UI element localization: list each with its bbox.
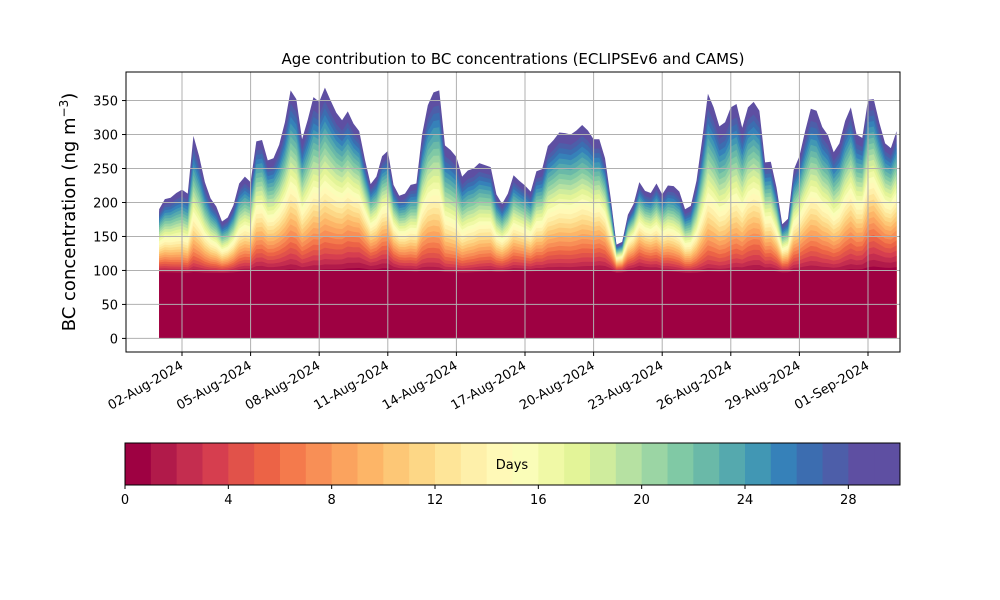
colorbar-bin	[822, 443, 849, 485]
y-tick-label: 250	[93, 163, 118, 178]
y-tick-label: 150	[93, 230, 118, 245]
colorbar-label: Days	[496, 458, 529, 473]
colorbar-bin	[125, 443, 152, 485]
colorbar-bin	[615, 443, 643, 485]
colorbar-bin	[641, 443, 668, 485]
colorbar-bin	[693, 443, 720, 485]
colorbar-bin	[305, 443, 333, 485]
colorbar-tick-label: 24	[737, 493, 754, 508]
y-tick-label: 300	[93, 129, 118, 144]
y-tick-label: 50	[101, 298, 118, 313]
colorbar-bin	[719, 443, 746, 485]
y-tick-label: 200	[93, 196, 118, 211]
colorbar-bin	[202, 443, 229, 485]
colorbar-tick-label: 28	[840, 493, 857, 508]
colorbar-tick-label: 16	[530, 493, 547, 508]
colorbar-frame	[124, 442, 901, 486]
colorbar-bin	[770, 443, 798, 485]
colorbar-tick-label: 0	[121, 493, 129, 508]
colorbar-bin	[280, 443, 307, 485]
x-tick-label: 05-Aug-2024	[174, 358, 254, 413]
colorbar: 0 4 8 12 16 20 24 28	[121, 442, 901, 508]
colorbar-bin	[357, 443, 384, 485]
y-axis: 0 50 100 150 200 250 300 350	[93, 95, 126, 347]
x-tick-label: 02-Aug-2024	[106, 358, 186, 413]
age-layer-0	[159, 266, 897, 339]
colorbar-bin	[460, 443, 488, 485]
colorbar-bin	[874, 443, 901, 485]
stacked-area-layers	[159, 87, 897, 339]
y-tick-label: 350	[93, 95, 118, 110]
x-tick-label: 26-Aug-2024	[654, 358, 734, 413]
colorbar-bin	[512, 443, 539, 485]
x-tick-label: 17-Aug-2024	[449, 358, 529, 413]
plot-frame	[125, 71, 901, 353]
x-tick-label: 08-Aug-2024	[243, 358, 323, 413]
colorbar-bin	[667, 443, 694, 485]
x-axis: 02-Aug-202405-Aug-202408-Aug-202411-Aug-…	[106, 352, 872, 414]
colorbar-bin	[409, 443, 436, 485]
colorbar-bin	[796, 443, 823, 485]
x-tick-label: 01-Sep-2024	[792, 358, 872, 413]
colorbar-bin	[590, 443, 617, 485]
colorbar-bin	[228, 443, 255, 485]
colorbar-bin	[331, 443, 358, 485]
y-tick-label: 100	[93, 264, 118, 279]
x-tick-label: 20-Aug-2024	[517, 358, 597, 413]
colorbar-bin	[538, 443, 565, 485]
colorbar-tick-label: 12	[427, 493, 444, 508]
colorbar-tick-label: 20	[633, 493, 650, 508]
x-tick-label: 14-Aug-2024	[380, 358, 460, 413]
colorbar-bin	[254, 443, 281, 485]
x-tick-label: 11-Aug-2024	[311, 358, 391, 413]
x-tick-label: 29-Aug-2024	[723, 358, 803, 413]
colorbar-bin	[150, 443, 178, 485]
chart-title: Age contribution to BC concentrations (E…	[282, 50, 745, 68]
x-tick-label: 23-Aug-2024	[586, 358, 666, 413]
y-axis-label: BC concentration (ng m−3)	[57, 93, 80, 332]
colorbar-tick-label: 4	[224, 493, 232, 508]
colorbar-bin	[564, 443, 591, 485]
y-tick-label: 0	[110, 332, 118, 347]
colorbar-bin	[383, 443, 410, 485]
colorbar-bin	[848, 443, 875, 485]
colorbar-tick-label: 8	[328, 493, 336, 508]
colorbar-bin	[486, 443, 513, 485]
colorbar-bin	[176, 443, 203, 485]
colorbar-bin	[745, 443, 772, 485]
grid-lines	[126, 72, 900, 352]
colorbar-bin	[435, 443, 462, 485]
